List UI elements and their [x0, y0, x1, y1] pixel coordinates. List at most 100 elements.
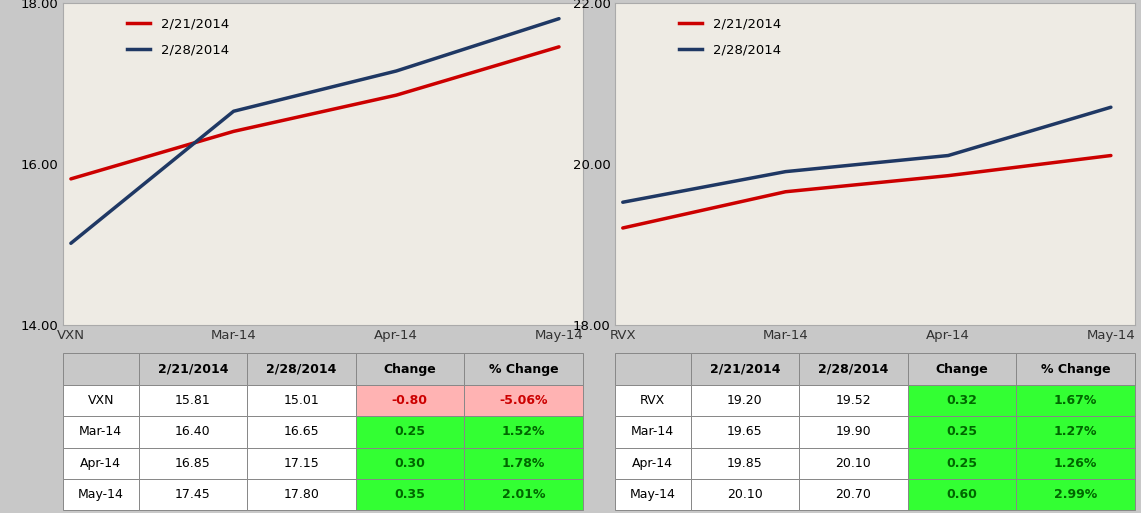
- Text: 20.70: 20.70: [835, 488, 872, 501]
- Bar: [690, 416, 799, 448]
- Text: -5.06%: -5.06%: [500, 394, 548, 407]
- Text: 20.10: 20.10: [835, 457, 871, 470]
- Bar: [907, 448, 1015, 479]
- Legend: 2/21/2014, 2/28/2014: 2/21/2014, 2/28/2014: [121, 12, 235, 62]
- Bar: [690, 448, 799, 479]
- Text: -0.80: -0.80: [391, 394, 428, 407]
- Bar: [139, 416, 248, 448]
- Text: 16.40: 16.40: [175, 425, 211, 439]
- Bar: [690, 479, 799, 510]
- Text: Mar-14: Mar-14: [79, 425, 122, 439]
- Text: 17.80: 17.80: [283, 488, 319, 501]
- Text: % Change: % Change: [489, 363, 559, 376]
- Bar: [464, 479, 583, 510]
- Text: 15.81: 15.81: [175, 394, 211, 407]
- Text: 19.52: 19.52: [835, 394, 871, 407]
- Bar: [799, 353, 907, 385]
- Bar: [248, 479, 356, 510]
- Bar: [690, 385, 799, 416]
- Text: 0.30: 0.30: [395, 457, 426, 470]
- Bar: [1015, 353, 1135, 385]
- Text: Apr-14: Apr-14: [632, 457, 673, 470]
- Bar: [248, 416, 356, 448]
- Bar: [615, 385, 690, 416]
- Text: 2/28/2014: 2/28/2014: [266, 363, 337, 376]
- Bar: [799, 479, 907, 510]
- Bar: [799, 416, 907, 448]
- Text: 20.10: 20.10: [727, 488, 762, 501]
- Bar: [615, 353, 690, 385]
- Text: 1.52%: 1.52%: [502, 425, 545, 439]
- Bar: [356, 385, 464, 416]
- Text: Change: Change: [936, 363, 988, 376]
- Bar: [139, 479, 248, 510]
- Text: Apr-14: Apr-14: [80, 457, 121, 470]
- Text: May-14: May-14: [630, 488, 675, 501]
- Text: 2/28/2014: 2/28/2014: [818, 363, 889, 376]
- Bar: [1015, 448, 1135, 479]
- Bar: [63, 479, 139, 510]
- Bar: [615, 416, 690, 448]
- Bar: [1015, 479, 1135, 510]
- Bar: [139, 448, 248, 479]
- Bar: [464, 385, 583, 416]
- Bar: [356, 353, 464, 385]
- Bar: [139, 385, 248, 416]
- Text: 19.90: 19.90: [835, 425, 871, 439]
- Bar: [63, 385, 139, 416]
- Text: May-14: May-14: [78, 488, 123, 501]
- Bar: [248, 353, 356, 385]
- Text: 19.20: 19.20: [727, 394, 762, 407]
- Bar: [464, 353, 583, 385]
- Bar: [63, 448, 139, 479]
- Text: RVX: RVX: [640, 394, 665, 407]
- Bar: [139, 353, 248, 385]
- Legend: 2/21/2014, 2/28/2014: 2/21/2014, 2/28/2014: [673, 12, 786, 62]
- Text: 19.65: 19.65: [727, 425, 762, 439]
- Text: 19.85: 19.85: [727, 457, 762, 470]
- Bar: [907, 385, 1015, 416]
- Text: 1.67%: 1.67%: [1054, 394, 1098, 407]
- Text: 2.99%: 2.99%: [1054, 488, 1098, 501]
- Bar: [907, 479, 1015, 510]
- Text: Change: Change: [383, 363, 436, 376]
- Bar: [63, 353, 139, 385]
- Text: 0.25: 0.25: [395, 425, 426, 439]
- Text: 0.35: 0.35: [395, 488, 426, 501]
- Bar: [799, 385, 907, 416]
- Bar: [464, 416, 583, 448]
- Text: 2/21/2014: 2/21/2014: [157, 363, 228, 376]
- Bar: [907, 416, 1015, 448]
- Bar: [356, 416, 464, 448]
- Text: 16.65: 16.65: [284, 425, 319, 439]
- Bar: [1015, 385, 1135, 416]
- Text: 0.25: 0.25: [946, 425, 977, 439]
- Text: 17.45: 17.45: [175, 488, 211, 501]
- Bar: [248, 385, 356, 416]
- Bar: [615, 479, 690, 510]
- Bar: [356, 479, 464, 510]
- Bar: [799, 448, 907, 479]
- Bar: [464, 448, 583, 479]
- Text: 0.32: 0.32: [946, 394, 977, 407]
- Text: 16.85: 16.85: [175, 457, 211, 470]
- Text: 15.01: 15.01: [283, 394, 319, 407]
- Bar: [63, 416, 139, 448]
- Text: 2/21/2014: 2/21/2014: [710, 363, 780, 376]
- Text: 0.25: 0.25: [946, 457, 977, 470]
- Text: 1.78%: 1.78%: [502, 457, 545, 470]
- Bar: [356, 448, 464, 479]
- Bar: [615, 448, 690, 479]
- Text: 0.60: 0.60: [946, 488, 977, 501]
- Text: Mar-14: Mar-14: [631, 425, 674, 439]
- Bar: [907, 353, 1015, 385]
- Bar: [690, 353, 799, 385]
- Text: 17.15: 17.15: [283, 457, 319, 470]
- Text: % Change: % Change: [1041, 363, 1110, 376]
- Text: 1.26%: 1.26%: [1054, 457, 1098, 470]
- Text: VXN: VXN: [88, 394, 114, 407]
- Text: 1.27%: 1.27%: [1054, 425, 1098, 439]
- Bar: [1015, 416, 1135, 448]
- Bar: [248, 448, 356, 479]
- Text: 2.01%: 2.01%: [502, 488, 545, 501]
